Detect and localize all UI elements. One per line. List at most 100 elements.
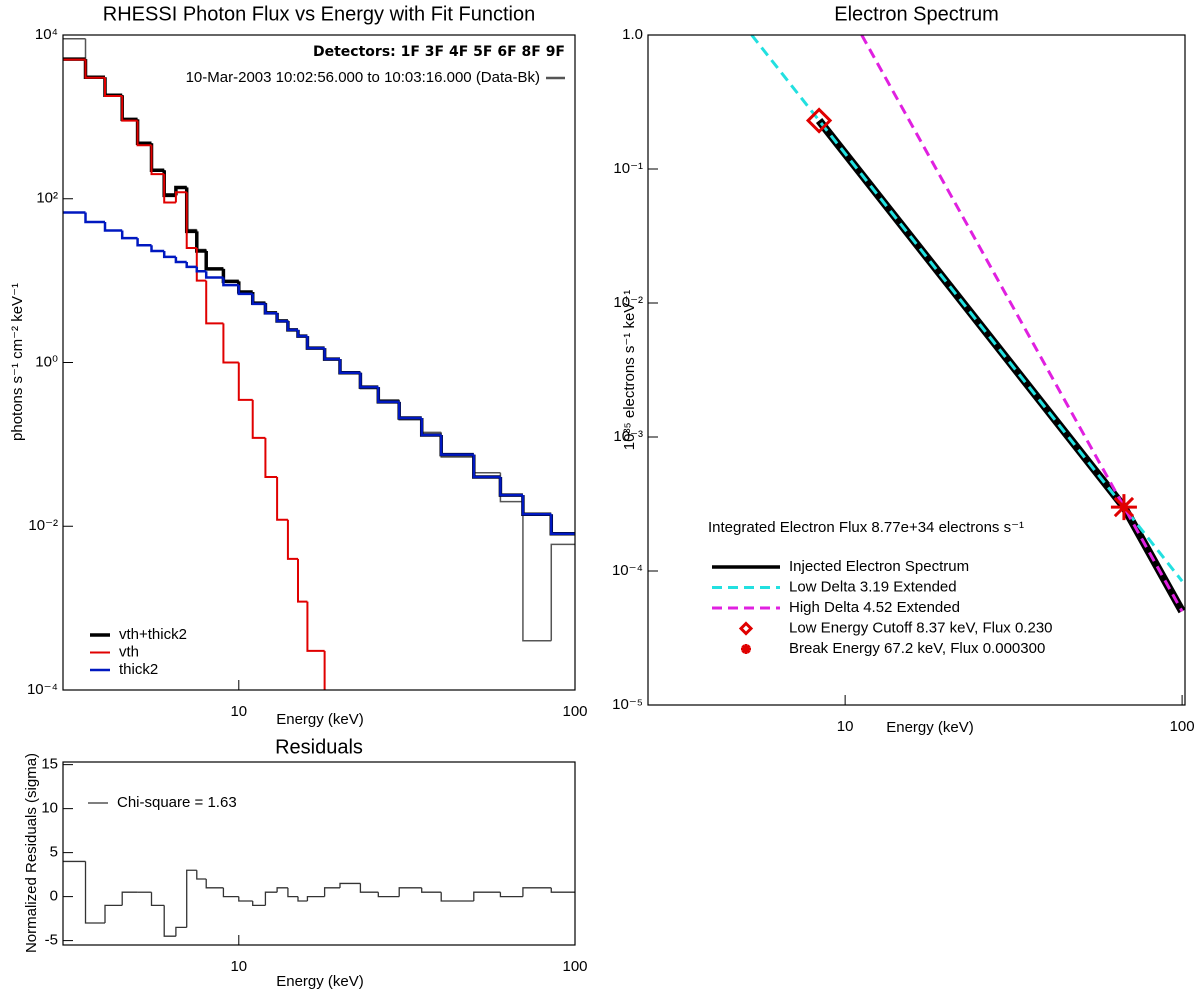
- step-segment: [104, 904, 123, 924]
- step-segment: [521, 495, 552, 517]
- marker: [805, 107, 833, 134]
- step-segment: [286, 321, 298, 332]
- step-segment: [499, 472, 523, 503]
- step-segment: [205, 879, 224, 889]
- y-tick-label: 10²: [36, 190, 58, 207]
- step-segment: [286, 321, 298, 332]
- step-segment: [121, 891, 138, 906]
- step-segment: [185, 192, 197, 250]
- step-segment: [163, 169, 176, 195]
- step-segment: [150, 892, 165, 907]
- step-segment: [377, 387, 400, 404]
- step-segment: [296, 329, 308, 338]
- x-tick-label: 10: [230, 958, 247, 975]
- step-segment: [163, 174, 176, 204]
- y-tick-label: 10⁻⁵: [612, 696, 643, 713]
- plot-area: [63, 37, 575, 690]
- step-segment: [339, 882, 361, 888]
- step-segment: [162, 251, 176, 259]
- step-segment: [275, 312, 288, 323]
- y-tick-label: 15: [41, 756, 58, 773]
- step-segment: [238, 896, 253, 902]
- legend-label: vth+thick2: [119, 626, 187, 643]
- step-segment: [397, 401, 422, 420]
- step-segment: [121, 95, 138, 122]
- step-segment: [103, 222, 123, 232]
- y-axis-label: photons s⁻¹ cm⁻² keV⁻¹: [9, 283, 26, 441]
- step-segment: [306, 601, 325, 652]
- step-segment: [150, 245, 165, 253]
- step-segment: [221, 268, 239, 284]
- step-segment: [136, 120, 152, 147]
- y-axis-label: 10³⁵ electrons s⁻¹ keV⁻¹: [621, 290, 638, 450]
- step-segment: [358, 372, 379, 389]
- legend-label: High Delta 4.52 Extended: [789, 599, 960, 616]
- step-segment: [186, 869, 197, 928]
- legend-label: Break Energy 67.2 keV, Flux 0.000300: [789, 640, 1045, 657]
- plot-area: [63, 860, 575, 937]
- step-segment: [263, 303, 278, 315]
- step-segment: [264, 891, 278, 906]
- marker: [741, 644, 751, 654]
- y-tick-label: 10⁻²: [613, 294, 643, 311]
- step-segment: [264, 437, 278, 478]
- step-segment: [222, 268, 239, 282]
- step-segment: [174, 256, 187, 264]
- step-segment: [174, 191, 187, 203]
- step-segment: [297, 896, 308, 902]
- step-segment: [136, 119, 152, 144]
- step-segment: [237, 362, 253, 401]
- step-segment: [306, 336, 325, 349]
- step-segment: [185, 261, 197, 269]
- y-tick-label: 10⁻²: [28, 517, 58, 534]
- step-segment: [251, 293, 266, 306]
- y-tick-label: 10⁰: [35, 353, 58, 370]
- step-segment: [222, 887, 239, 898]
- step-segment: [339, 359, 361, 374]
- x-axis-label: Energy (keV): [276, 973, 364, 990]
- step-segment: [150, 145, 165, 176]
- plot-frame: [62, 34, 576, 691]
- step-segment: [550, 543, 575, 641]
- step-segment: [195, 266, 207, 273]
- y-tick-label: 10⁴: [35, 26, 58, 43]
- step-segment: [323, 887, 341, 897]
- step-segment: [136, 238, 152, 247]
- step-segment: [264, 303, 278, 315]
- step-segment: [276, 476, 288, 521]
- legend-label: thick2: [119, 661, 158, 678]
- plot-frame: [62, 761, 576, 946]
- step-segment: [237, 281, 253, 294]
- step-segment: [338, 359, 361, 374]
- step-segment: [499, 892, 523, 898]
- chart-title: Electron Spectrum: [834, 3, 999, 25]
- step-segment: [84, 59, 106, 79]
- step-segment: [84, 212, 106, 224]
- step-segment: [149, 143, 165, 172]
- step-segment: [237, 285, 253, 296]
- step-segment: [522, 887, 552, 897]
- step-segment: [83, 59, 106, 79]
- step-segment: [150, 142, 165, 171]
- step-segment: [521, 495, 552, 516]
- step-segment: [195, 248, 207, 282]
- legend-label: Injected Electron Spectrum: [789, 558, 969, 575]
- step-segment: [195, 231, 207, 253]
- step-segment: [472, 454, 501, 479]
- x-tick-label: 10: [230, 703, 247, 720]
- marker: [738, 621, 754, 636]
- step-segment: [103, 77, 123, 97]
- step-segment: [252, 901, 266, 907]
- step-segment: [84, 38, 106, 79]
- line: [860, 35, 1184, 613]
- step-segment: [440, 892, 474, 902]
- y-tick-label: 5: [50, 844, 58, 861]
- step-segment: [287, 887, 298, 898]
- y-tick-label: 10⁻³: [613, 428, 643, 445]
- legend-label: Low Energy Cutoff 8.37 keV, Flux 0.230: [789, 619, 1053, 636]
- y-tick-label: 10⁻¹: [613, 160, 643, 177]
- step-segment: [550, 514, 575, 535]
- step-segment: [251, 292, 266, 304]
- y-tick-label: 10⁻⁴: [612, 562, 643, 579]
